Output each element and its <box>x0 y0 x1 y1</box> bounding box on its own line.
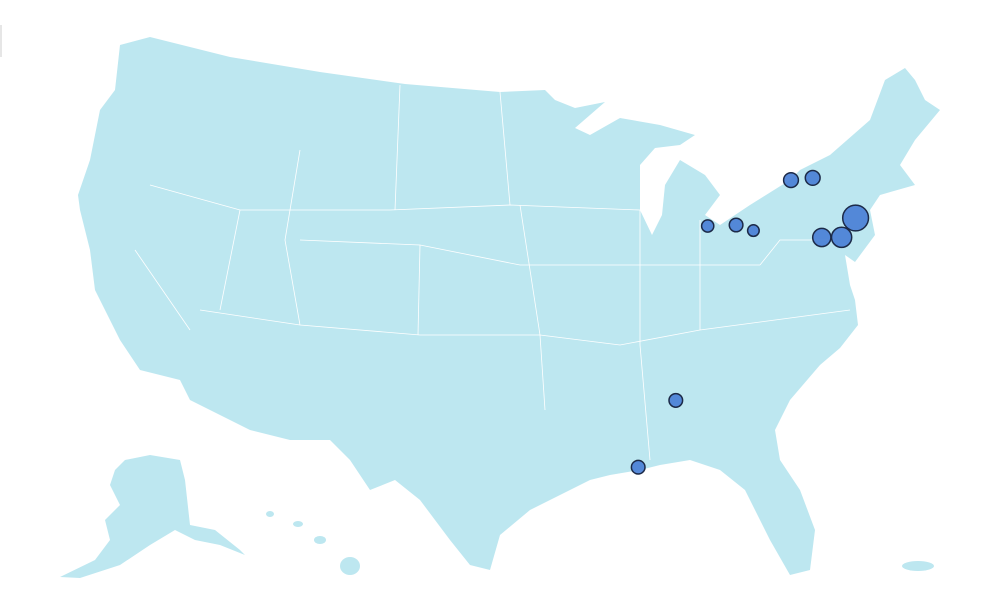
alaska[interactable] <box>60 455 245 578</box>
bubble-marker[interactable] <box>782 171 800 189</box>
bubble-layer <box>630 169 870 475</box>
puerto-rico[interactable] <box>902 561 934 571</box>
bubble-marker[interactable] <box>700 219 715 233</box>
bubble-marker[interactable] <box>811 227 832 248</box>
bubble-marker[interactable] <box>668 392 684 408</box>
land-layer <box>60 37 940 578</box>
state-borders <box>134 84 851 461</box>
hawaii[interactable] <box>266 511 360 575</box>
bubble-marker[interactable] <box>804 169 821 187</box>
bubble-marker[interactable] <box>630 459 646 475</box>
contiguous-us[interactable] <box>78 37 940 575</box>
bubble-marker[interactable] <box>746 224 760 238</box>
bubble-marker[interactable] <box>728 217 744 233</box>
bubble-marker[interactable] <box>841 204 870 232</box>
bubble-marker[interactable] <box>830 226 853 249</box>
panel-edge <box>0 25 2 57</box>
